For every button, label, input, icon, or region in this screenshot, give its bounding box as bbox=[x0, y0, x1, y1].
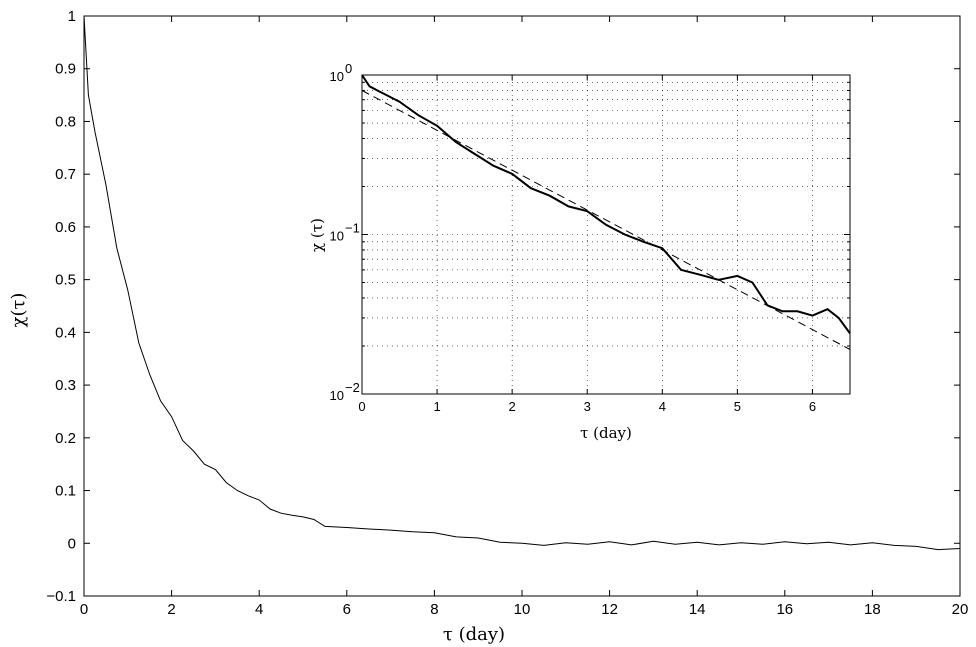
main-x-tick-label: 2 bbox=[167, 601, 175, 618]
main-x-tick-label: 16 bbox=[776, 601, 793, 618]
inset-x-tick-label: 4 bbox=[659, 399, 666, 414]
inset-x-tick-label: 3 bbox=[584, 399, 591, 414]
main-x-tick-label: 6 bbox=[343, 601, 351, 618]
main-x-tick-label: 20 bbox=[952, 601, 969, 618]
inset-y-tick-exponent: −2 bbox=[345, 380, 360, 395]
main-axis-ticks: 0 2 4 6 8 10 12 14 16 18 20−0.100.10.20.30.40.50.6… bbox=[46, 8, 968, 618]
inset-series-line bbox=[361, 74, 851, 334]
main-y-tick-label: 0.6 bbox=[55, 219, 76, 236]
main-x-tick-label: 12 bbox=[601, 601, 618, 618]
main-y-tick-label: 0.5 bbox=[55, 272, 76, 289]
inset-y-tick-label: 10 bbox=[330, 229, 344, 244]
main-x-tick-label: 14 bbox=[689, 601, 706, 618]
main-y-tick-label: 0.4 bbox=[55, 324, 76, 341]
main-y-axis-label: χ(τ) bbox=[8, 293, 29, 328]
main-y-tick-label: 1 bbox=[68, 8, 76, 25]
main-y-tick-label: 0.9 bbox=[55, 61, 76, 78]
main-y-tick-label: 0 bbox=[68, 535, 76, 552]
inset-x-tick-label: 1 bbox=[433, 399, 440, 414]
inset-fit-line bbox=[361, 90, 851, 350]
inset-grid bbox=[362, 75, 850, 394]
main-x-tick-label: 18 bbox=[864, 601, 881, 618]
main-series-line bbox=[83, 15, 961, 551]
inset-x-tick-label: 6 bbox=[809, 399, 816, 414]
main-x-tick-label: 10 bbox=[514, 601, 531, 618]
main-x-tick-label: 0 bbox=[80, 601, 88, 618]
inset-y-tick-exponent: −1 bbox=[345, 221, 360, 236]
inset-x-tick-label: 0 bbox=[358, 399, 365, 414]
inset-x-tick-label: 2 bbox=[509, 399, 516, 414]
main-x-tick-label: 8 bbox=[430, 601, 438, 618]
inset-y-tick-exponent: 0 bbox=[345, 61, 352, 76]
inset-x-tick-label: 5 bbox=[734, 399, 741, 414]
main-y-tick-label: 0.2 bbox=[55, 430, 76, 447]
main-y-tick-label: 0.8 bbox=[55, 113, 76, 130]
inset-y-axis-label: χ (τ) bbox=[308, 218, 326, 252]
main-y-tick-label: 0.1 bbox=[55, 483, 76, 500]
main-y-tick-label: −0.1 bbox=[46, 588, 76, 605]
inset-y-tick-label: 10 bbox=[330, 69, 344, 84]
inset-y-tick-label: 10 bbox=[330, 388, 344, 403]
main-y-tick-label: 0.7 bbox=[55, 166, 76, 183]
main-x-axis-label: τ (day) bbox=[443, 624, 505, 645]
main-y-tick-label: 0.3 bbox=[55, 377, 76, 394]
inset-plot-frame bbox=[361, 74, 851, 395]
inset-x-axis-label: τ (day) bbox=[580, 424, 632, 442]
main-x-tick-label: 4 bbox=[255, 601, 263, 618]
